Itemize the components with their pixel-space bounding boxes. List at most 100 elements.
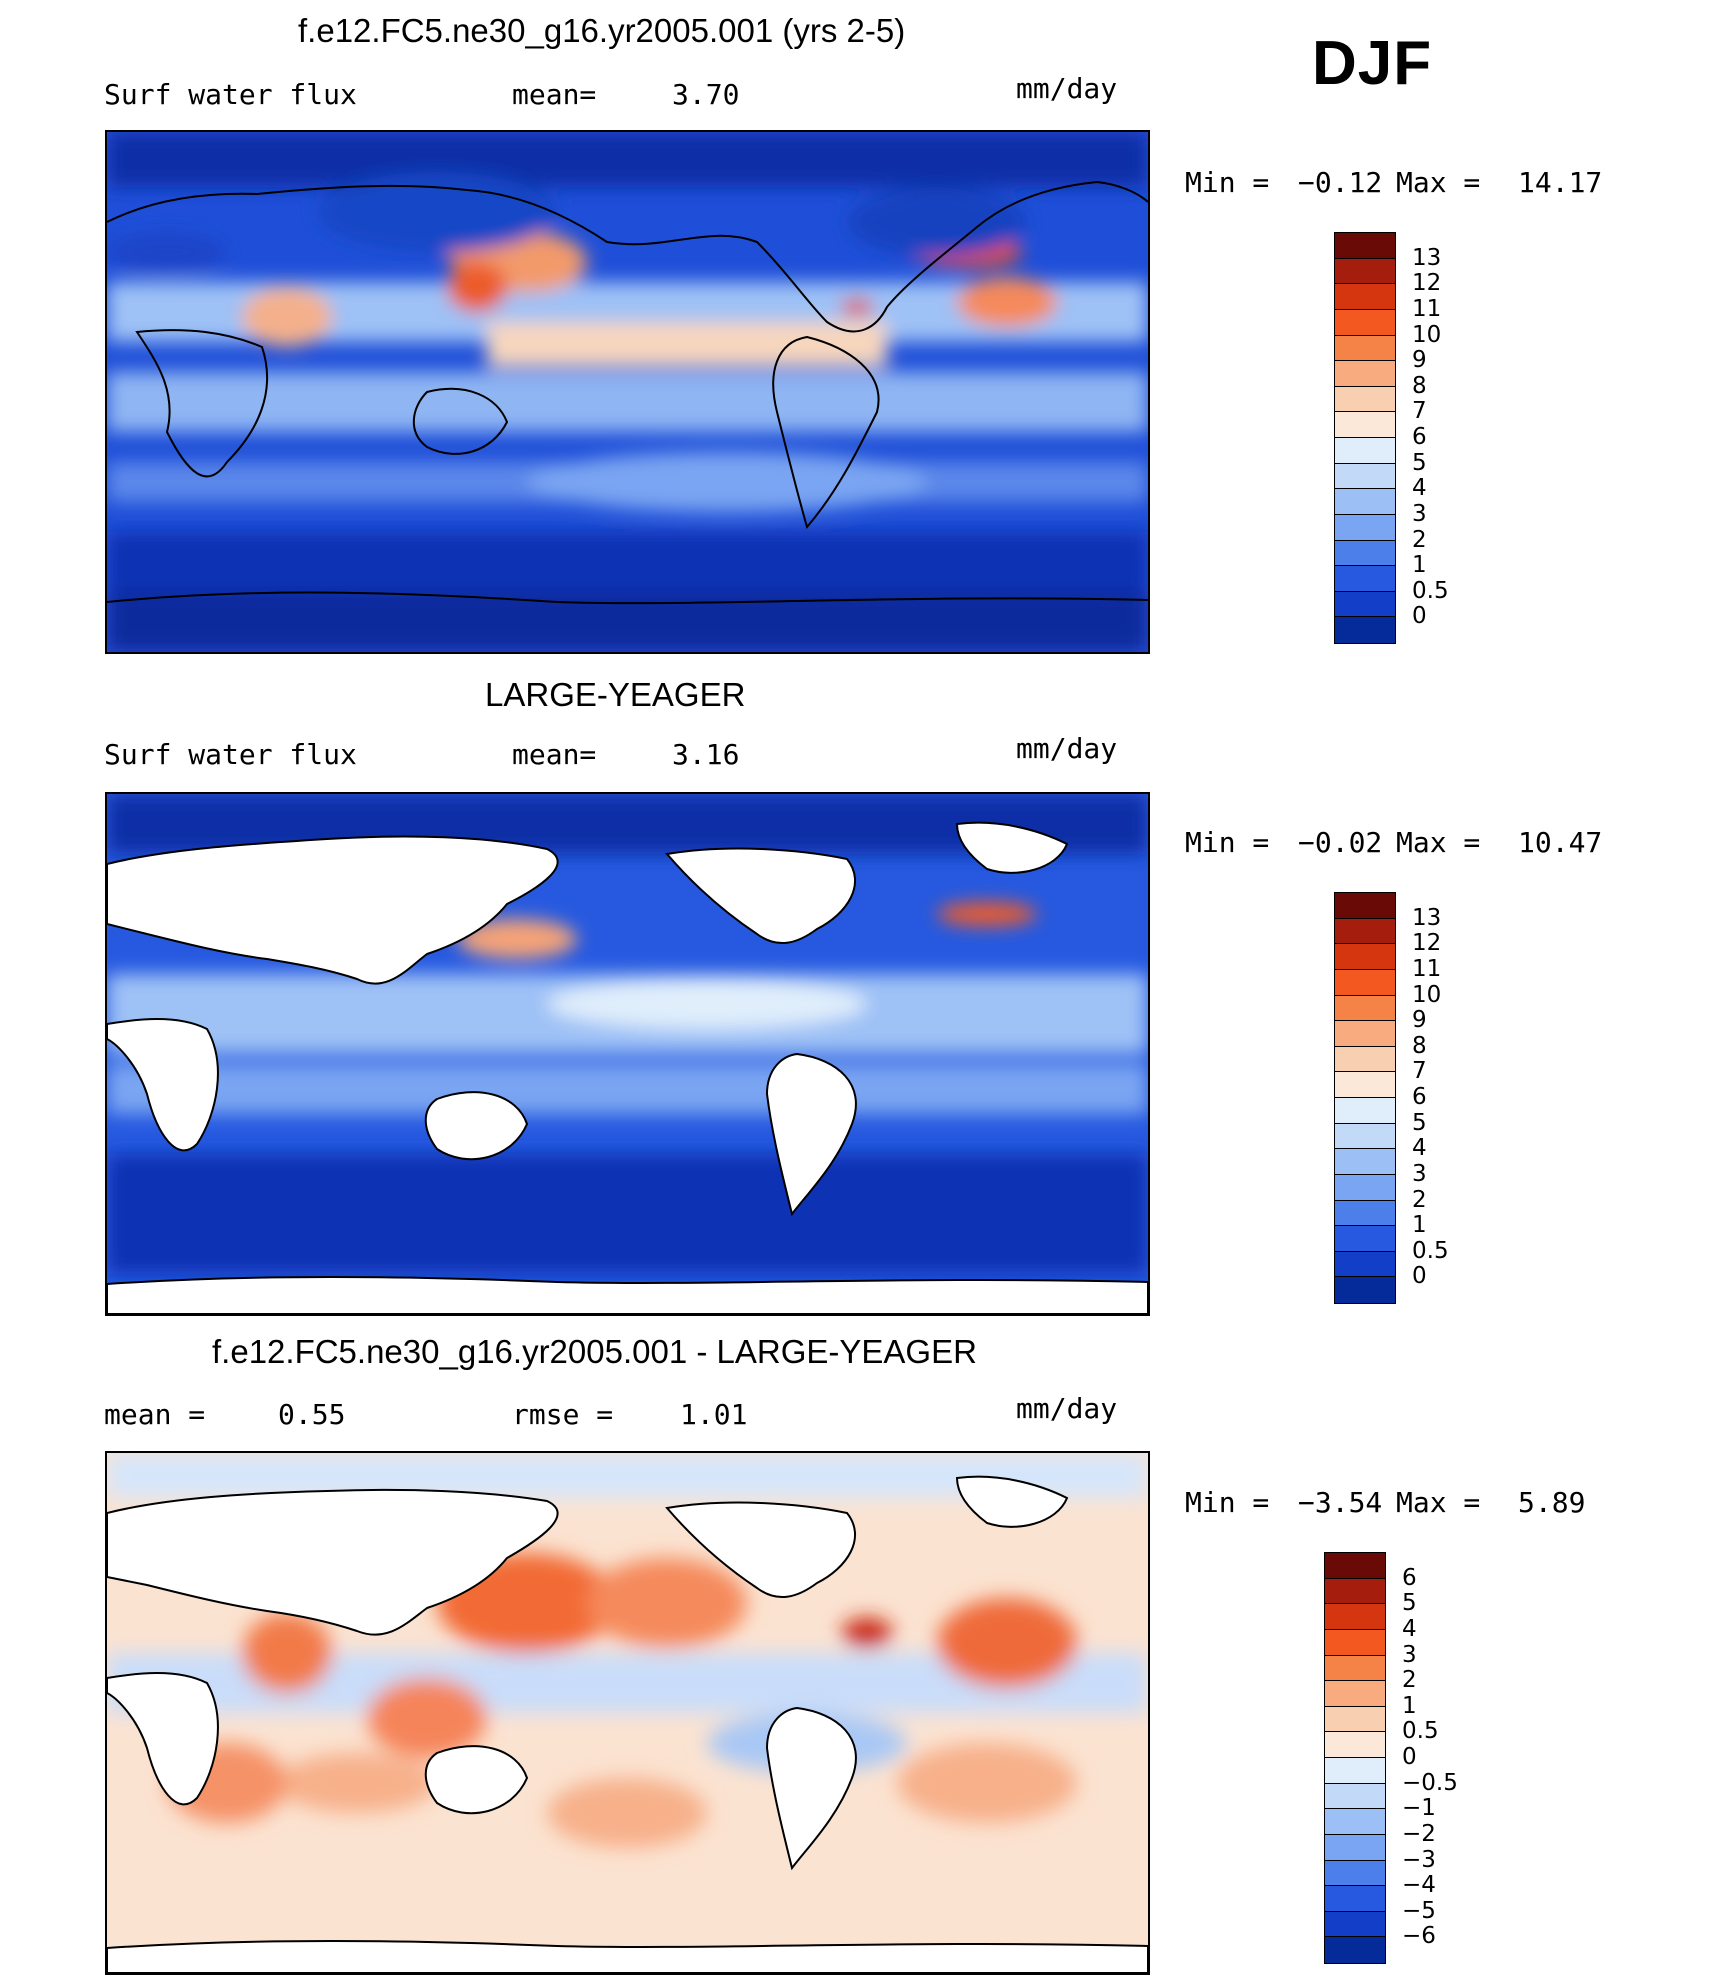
panel-2-min-value: −0.02 bbox=[1298, 826, 1383, 859]
panel-1-max-value: 14.17 bbox=[1518, 166, 1603, 199]
colorbar-swatch bbox=[1335, 438, 1395, 464]
panel-3-min-value: −3.54 bbox=[1298, 1486, 1383, 1519]
panel-1-units: mm/day bbox=[1016, 72, 1118, 105]
colorbar-tick-label: 6 bbox=[1402, 1564, 1417, 1591]
panel-1-mean-value: 3.70 bbox=[672, 78, 740, 111]
colorbar-tick-label: 1 bbox=[1412, 552, 1427, 579]
panel-1-max-label: Max = bbox=[1396, 166, 1481, 199]
panel-3-units: mm/day bbox=[1016, 1392, 1118, 1425]
colorbar-swatch bbox=[1335, 1098, 1395, 1124]
panel-1-min-label: Min = bbox=[1185, 166, 1270, 199]
panel-1-title: f.e12.FC5.ne30_g16.yr2005.001 (yrs 2-5) bbox=[298, 12, 906, 49]
panel-2-map bbox=[105, 792, 1150, 1316]
panel-2-max-label: Max = bbox=[1396, 826, 1481, 859]
panel-3-mean-label: mean = bbox=[104, 1398, 206, 1431]
colorbar-swatch bbox=[1335, 540, 1395, 567]
colorbar-swatch bbox=[1335, 463, 1395, 490]
colorbar-tick-label: 0.5 bbox=[1412, 1237, 1449, 1264]
colorbar-tick-label: 4 bbox=[1402, 1615, 1417, 1642]
panel-2-title: LARGE-YEAGER bbox=[485, 676, 746, 713]
colorbar-tick-label: 11 bbox=[1412, 295, 1442, 322]
colorbar-swatch bbox=[1325, 1809, 1385, 1835]
colorbar-tick-label: 10 bbox=[1412, 981, 1442, 1008]
panel-1-map bbox=[105, 130, 1150, 654]
colorbar-swatch bbox=[1325, 1553, 1385, 1579]
colorbar-swatch bbox=[1325, 1758, 1385, 1784]
colorbar-tick-label: 4 bbox=[1412, 1135, 1427, 1162]
colorbar-tick-label: 3 bbox=[1412, 1160, 1427, 1187]
colorbar-swatch bbox=[1335, 1226, 1395, 1252]
colorbar-tick-label: −2 bbox=[1402, 1820, 1436, 1847]
panel-2-colorbar bbox=[1334, 892, 1396, 1304]
colorbar-tick-label: 1 bbox=[1412, 1212, 1427, 1239]
colorbar-swatch bbox=[1335, 386, 1395, 413]
colorbar-tick-label: 0 bbox=[1412, 1263, 1427, 1290]
colorbar-swatch bbox=[1335, 1046, 1395, 1073]
colorbar-swatch bbox=[1325, 1834, 1385, 1861]
colorbar-swatch bbox=[1335, 1200, 1395, 1227]
colorbar-tick-label: 11 bbox=[1412, 955, 1442, 982]
colorbar-swatch bbox=[1325, 1578, 1385, 1605]
colorbar-swatch bbox=[1325, 1629, 1385, 1656]
colorbar-tick-label: 8 bbox=[1412, 372, 1427, 399]
colorbar-swatch bbox=[1335, 944, 1395, 970]
colorbar-tick-label: 2 bbox=[1412, 1186, 1427, 1213]
panel-1-min-value: −0.12 bbox=[1298, 166, 1383, 199]
colorbar-swatch bbox=[1335, 412, 1395, 438]
colorbar-tick-label: 1 bbox=[1402, 1692, 1417, 1719]
panel-1-mean-label: mean= bbox=[512, 78, 597, 111]
colorbar-tick-label: 5 bbox=[1412, 449, 1427, 476]
colorbar-tick-label: 3 bbox=[1412, 500, 1427, 527]
colorbar-tick-label: −6 bbox=[1402, 1923, 1436, 1950]
colorbar-swatch bbox=[1325, 1911, 1385, 1938]
colorbar-tick-label: −3 bbox=[1402, 1846, 1436, 1873]
panel-3-min-label: Min = bbox=[1185, 1486, 1270, 1519]
colorbar-tick-label: 9 bbox=[1412, 1007, 1427, 1034]
colorbar-tick-label: 12 bbox=[1412, 930, 1442, 957]
colorbar-swatch bbox=[1325, 1860, 1385, 1887]
colorbar-tick-label: −5 bbox=[1402, 1897, 1436, 1924]
colorbar-swatch bbox=[1335, 617, 1395, 643]
season-label: DJF bbox=[1312, 29, 1433, 98]
colorbar-tick-label: 7 bbox=[1412, 398, 1427, 425]
colorbar-tick-label: 6 bbox=[1412, 1084, 1427, 1110]
colorbar-tick-label: 0.5 bbox=[1412, 577, 1449, 604]
panel-3-rmse-value: 1.01 bbox=[680, 1398, 748, 1431]
colorbar-swatch bbox=[1335, 361, 1395, 387]
colorbar-tick-label: 8 bbox=[1412, 1032, 1427, 1059]
panel-1-variable-label: Surf water flux bbox=[104, 78, 357, 111]
panel-3-max-value: 5.89 bbox=[1518, 1486, 1586, 1519]
colorbar-swatch bbox=[1325, 1655, 1385, 1682]
colorbar-tick-label: 10 bbox=[1412, 321, 1442, 348]
colorbar-tick-label: 6 bbox=[1412, 424, 1427, 450]
colorbar-tick-label: −1 bbox=[1402, 1795, 1436, 1822]
colorbar-swatch bbox=[1325, 1732, 1385, 1758]
panel-3-map-svg bbox=[107, 1453, 1148, 1973]
colorbar-swatch bbox=[1325, 1604, 1385, 1630]
panel-2-variable-label: Surf water flux bbox=[104, 738, 357, 771]
colorbar-tick-label: 13 bbox=[1412, 904, 1442, 931]
colorbar-tick-label: 5 bbox=[1412, 1109, 1427, 1136]
colorbar-tick-label: −4 bbox=[1402, 1872, 1436, 1899]
colorbar-swatch bbox=[1325, 1886, 1385, 1912]
colorbar-tick-label: −0.5 bbox=[1402, 1769, 1458, 1796]
panel-2-max-value: 10.47 bbox=[1518, 826, 1603, 859]
colorbar-swatch bbox=[1335, 893, 1395, 919]
colorbar-swatch bbox=[1335, 1021, 1395, 1047]
colorbar-swatch bbox=[1335, 566, 1395, 592]
colorbar-swatch bbox=[1325, 1783, 1385, 1810]
panel-1-map-svg bbox=[107, 132, 1148, 652]
panel-2-mean-value: 3.16 bbox=[672, 738, 740, 771]
panel-3-map bbox=[105, 1451, 1150, 1975]
colorbar-tick-label: 0 bbox=[1412, 603, 1427, 630]
colorbar-swatch bbox=[1325, 1937, 1385, 1963]
colorbar-swatch bbox=[1335, 1072, 1395, 1098]
panel-1-colorbar bbox=[1334, 232, 1396, 644]
colorbar-tick-label: 3 bbox=[1402, 1641, 1417, 1668]
colorbar-swatch bbox=[1335, 335, 1395, 362]
colorbar-tick-label: 0.5 bbox=[1402, 1718, 1439, 1745]
colorbar-swatch bbox=[1335, 233, 1395, 259]
colorbar-swatch bbox=[1335, 489, 1395, 515]
colorbar-swatch bbox=[1335, 258, 1395, 285]
colorbar-tick-label: 9 bbox=[1412, 347, 1427, 374]
